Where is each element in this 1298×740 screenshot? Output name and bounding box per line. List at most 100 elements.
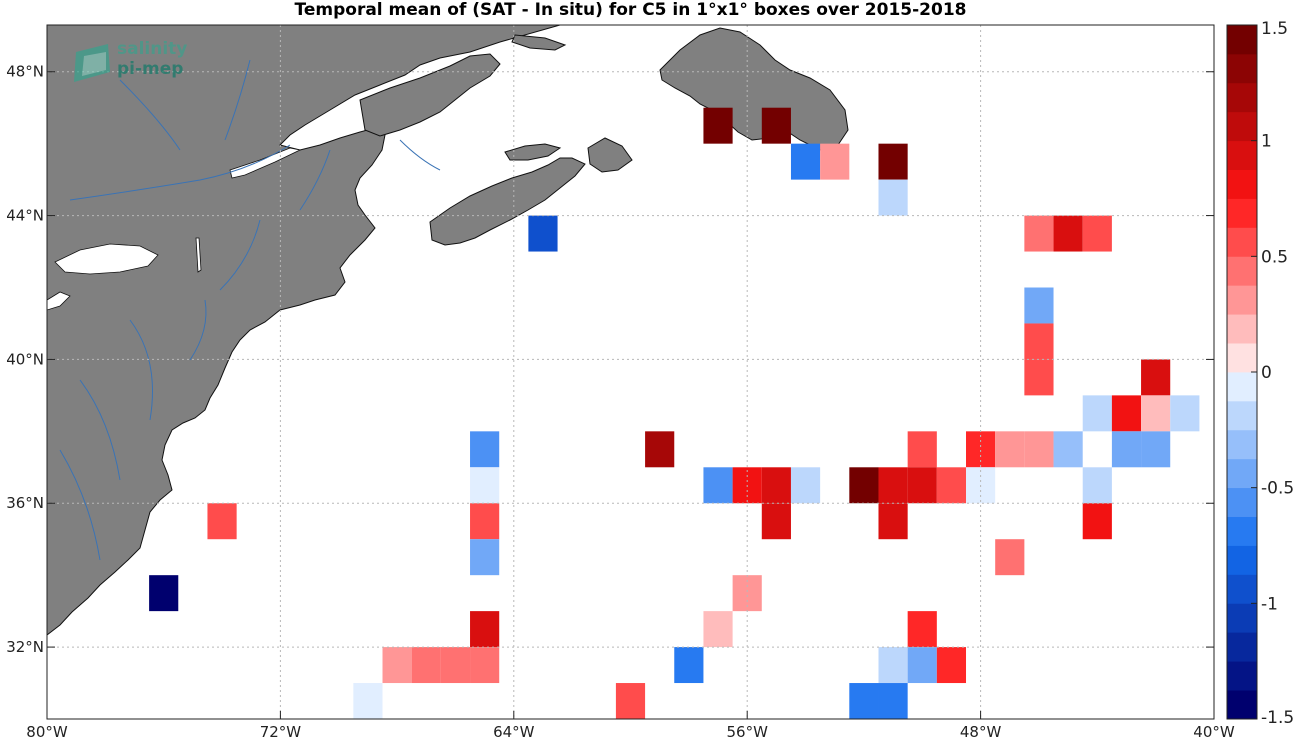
colorbar-tick-label: 0: [1261, 363, 1272, 383]
heatmap-cell: [995, 431, 1025, 468]
x-tick-label: 80°W: [26, 723, 68, 740]
colorbar-level: [1227, 545, 1257, 575]
y-tick-label: 40°N: [6, 350, 44, 368]
heatmap-cell: [1024, 323, 1054, 360]
heatmap-cell: [878, 143, 908, 180]
colorbar-level: [1227, 111, 1257, 142]
lake-erie-edge: [47, 291, 71, 311]
heatmap-cell: [907, 647, 937, 684]
land-layer: [47, 25, 849, 636]
colorbar-level: [1227, 227, 1257, 257]
colorbar-tick-label: 1.5: [1261, 19, 1288, 39]
heatmap-cell: [1024, 215, 1054, 252]
heatmap-cell: [1024, 359, 1054, 396]
heatmap-cell: [907, 431, 937, 468]
colorbar-level: [1227, 25, 1257, 55]
colorbar-level: [1227, 372, 1257, 402]
heatmap-cell: [1170, 395, 1200, 432]
nova-scotia-land: [429, 157, 586, 246]
heatmap-cell: [470, 647, 500, 684]
colorbar-tick-label: -0.5: [1261, 479, 1294, 499]
colorbar-tick-label: 1: [1261, 132, 1272, 152]
logo-text-bottom: pi-mep: [117, 59, 184, 79]
colorbar-level: [1227, 53, 1257, 84]
colorbar-level: [1227, 632, 1257, 662]
heatmap-cell: [703, 107, 733, 144]
heatmap-cell: [820, 143, 850, 180]
heatmap-cell: [1082, 215, 1112, 252]
colorbar-level: [1227, 400, 1257, 431]
y-axis: 48°N 44°N 40°N 36°N 32°N: [6, 63, 1214, 656]
x-tick-label: 72°W: [260, 723, 302, 740]
heatmap-cell: [703, 467, 733, 504]
colorbar-level: [1227, 82, 1257, 113]
heatmap-cell: [149, 575, 179, 612]
heatmap-cell: [1141, 395, 1171, 432]
x-tick-label: 64°W: [493, 723, 535, 740]
heatmap-cell: [615, 683, 646, 719]
heatmap-cell: [936, 647, 967, 684]
heatmap-cell: [1082, 467, 1112, 504]
heatmap-cell: [1082, 503, 1112, 540]
heatmap-cell: [1024, 431, 1054, 468]
colorbar: 1.5 1 0.5 0 -0.5 -1 -1.5: [1226, 19, 1294, 728]
gaspe-land: [359, 53, 501, 137]
y-tick-label: 48°N: [6, 63, 44, 81]
heatmap-cell: [528, 215, 558, 252]
heatmap-cell: [382, 647, 412, 684]
x-axis: 80°W 72°W 64°W 56°W 48°W 40°W: [26, 711, 1235, 740]
colorbar-level: [1227, 516, 1257, 546]
heatmap-cell: [790, 467, 821, 504]
heatmap-cell: [1111, 431, 1142, 468]
colorbar-level: [1227, 256, 1257, 286]
colorbar-tick-label: -1: [1261, 594, 1278, 614]
colorbar-level: [1227, 169, 1257, 199]
heatmap-cell: [645, 431, 675, 468]
heatmap-cell: [1053, 215, 1083, 252]
logo-mark-icon: [74, 44, 110, 82]
heatmap-cell: [1141, 359, 1171, 396]
heatmap-cell: [995, 539, 1025, 576]
logo-text-top: salinity: [117, 39, 188, 59]
heatmap-cell: [470, 431, 500, 468]
colorbar-level: [1227, 198, 1257, 228]
heatmap-cell: [878, 503, 908, 540]
anticosti-land: [511, 34, 567, 51]
rivers-layer: [59, 59, 441, 561]
lakes-layer: [47, 147, 302, 311]
colorbar-level: [1227, 343, 1257, 373]
colorbar-level: [1227, 314, 1257, 344]
heatmap-cell: [907, 611, 937, 648]
heatmap-cell: [703, 611, 733, 648]
heatmap-cell: [470, 539, 500, 576]
x-tick-label: 48°W: [960, 723, 1002, 740]
heatmap-cell: [878, 683, 908, 719]
heatmap-cell: [353, 683, 383, 719]
heatmap-cell: [1082, 395, 1112, 432]
heatmap-cell: [470, 503, 500, 540]
grid-layer: [47, 25, 1214, 719]
heatmap-cell: [440, 647, 471, 684]
heatmap-cell: [761, 107, 791, 144]
x-tick-label: 56°W: [726, 723, 768, 740]
heatmap-cell: [207, 503, 237, 540]
chart-title: Temporal mean of (SAT - In situ) for C5 …: [294, 0, 967, 20]
colorbar-level: [1227, 661, 1257, 691]
pei-land: [504, 143, 562, 161]
heatmap-cell: [1111, 395, 1142, 432]
heatmap-cell: [849, 467, 879, 504]
cells-layer: [149, 107, 1200, 719]
colorbar-level: [1227, 285, 1257, 315]
heatmap-cell: [878, 179, 908, 216]
heatmap-cell: [878, 467, 908, 504]
colorbar-tick-label: -1.5: [1261, 708, 1294, 728]
colorbar-level: [1227, 690, 1257, 720]
colorbar-level: [1227, 458, 1257, 489]
heatmap-cell: [761, 467, 791, 504]
plot-frame: [46, 24, 1215, 720]
heatmap-cell: [907, 467, 937, 504]
heatmap-cell: [761, 503, 791, 540]
heatmap-cell: [936, 467, 967, 504]
colorbar-level: [1227, 574, 1257, 604]
